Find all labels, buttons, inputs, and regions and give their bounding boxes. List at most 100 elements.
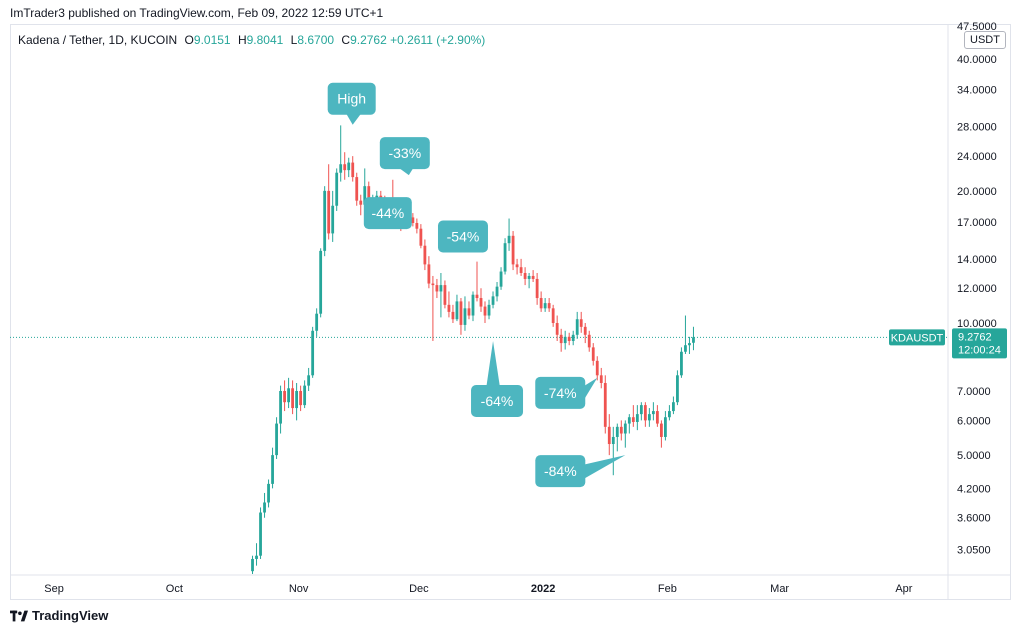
candle	[571, 330, 575, 346]
y-tick-label-3: 5.0000	[957, 450, 991, 462]
candle	[643, 402, 647, 427]
candle	[415, 218, 419, 234]
callout-box	[535, 376, 586, 409]
candle	[475, 261, 479, 302]
candle-body	[311, 330, 315, 376]
candle	[443, 280, 447, 309]
currency-button[interactable]: USDT	[964, 31, 1006, 49]
candle	[499, 267, 503, 290]
y-tick-label-13: 34.0000	[957, 85, 997, 97]
y-tick-label-0: 3.0500	[957, 544, 991, 556]
candle	[631, 405, 635, 427]
candle-body	[587, 334, 591, 348]
candle	[339, 125, 343, 182]
candle	[676, 370, 679, 406]
chart-legend: Kadena / Tether, 1D, KUCOIN O9.0151 H9.8…	[18, 33, 485, 47]
candle	[551, 304, 555, 327]
candle-body	[471, 294, 475, 316]
candle-body	[355, 177, 359, 201]
callout-box	[437, 220, 488, 253]
candle-body	[583, 326, 587, 335]
candle	[259, 507, 262, 559]
candle	[567, 332, 571, 346]
candle	[455, 294, 459, 322]
candle	[619, 420, 623, 441]
legend-symbol[interactable]: Kadena / Tether, 1D, KUCOIN	[18, 33, 178, 47]
candle	[559, 328, 563, 352]
callout-5[interactable]: -74%	[535, 376, 598, 409]
candle-body	[539, 298, 543, 309]
candle	[684, 315, 687, 354]
candle-body	[275, 423, 278, 456]
callout-1[interactable]: -33%	[379, 137, 430, 176]
candle	[343, 152, 347, 180]
candle-body	[615, 426, 619, 437]
candle-body	[575, 319, 579, 335]
candle-body	[359, 200, 363, 205]
callout-4[interactable]: -64%	[471, 340, 524, 417]
callout-3[interactable]: -54%	[437, 220, 488, 253]
candle-body	[267, 483, 270, 503]
x-tick-label-4: 2022	[531, 583, 555, 595]
axis-layer: 3.0500 3.6000 4.2000 5.0000 6.0000 7.0000 10.0…	[10, 21, 1011, 600]
callout-0[interactable]: High	[327, 82, 376, 125]
y-tick-label-11: 24.0000	[957, 151, 997, 163]
candle	[527, 272, 531, 289]
candle	[655, 405, 659, 427]
candle-body	[439, 285, 443, 292]
candle-body	[527, 275, 531, 279]
callout-2[interactable]: -44%	[363, 197, 412, 230]
candle-body	[343, 164, 347, 171]
candle-body	[684, 345, 687, 352]
y-tick-label-15: 47.5000	[957, 21, 997, 33]
callout-6[interactable]: -84%	[535, 455, 626, 488]
y-tick-label-2: 4.2000	[957, 483, 991, 495]
candle-body	[431, 283, 435, 286]
legend-high-label: H	[237, 33, 247, 47]
tradingview-logo-icon	[10, 610, 28, 621]
candle-body	[455, 301, 459, 320]
candle-body	[263, 502, 266, 513]
candle-body	[523, 272, 527, 279]
candle-body	[459, 301, 463, 325]
y-tick-label-1: 3.6000	[957, 513, 991, 525]
candle	[583, 323, 587, 344]
candle-body	[307, 375, 311, 386]
candle	[519, 258, 523, 276]
tradingview-logo[interactable]: TradingView	[10, 608, 108, 623]
candle	[635, 405, 639, 431]
candle-body	[331, 205, 335, 234]
y-tick-label-14: 40.0000	[957, 54, 997, 66]
x-tick-label-1: Oct	[166, 583, 183, 595]
candle	[291, 380, 295, 415]
candle	[267, 479, 270, 508]
candle	[423, 239, 427, 271]
candle	[467, 301, 471, 320]
candle	[327, 164, 331, 240]
candle-body	[595, 360, 599, 376]
candle	[307, 367, 311, 391]
candle	[663, 411, 667, 441]
top-bar: ImTrader3 published on TradingView.com, …	[0, 0, 1024, 24]
candle-body	[319, 250, 323, 314]
candle	[535, 272, 539, 305]
candle-body	[479, 298, 483, 307]
y-tick-label-8: 14.0000	[957, 254, 997, 266]
candle-body	[487, 304, 491, 316]
candle	[435, 278, 439, 299]
candle-body	[259, 512, 262, 556]
candle-body	[655, 411, 659, 424]
legend-close-label: C	[341, 33, 351, 47]
candle	[411, 213, 415, 227]
candle	[579, 311, 583, 333]
candle	[539, 291, 543, 312]
candle	[283, 380, 286, 412]
candle	[255, 543, 258, 566]
callout-label: High	[337, 91, 366, 107]
candle	[447, 291, 451, 318]
candle-body	[631, 417, 635, 422]
candle-body	[507, 235, 511, 244]
candle-body	[619, 426, 623, 434]
candle	[451, 304, 455, 324]
